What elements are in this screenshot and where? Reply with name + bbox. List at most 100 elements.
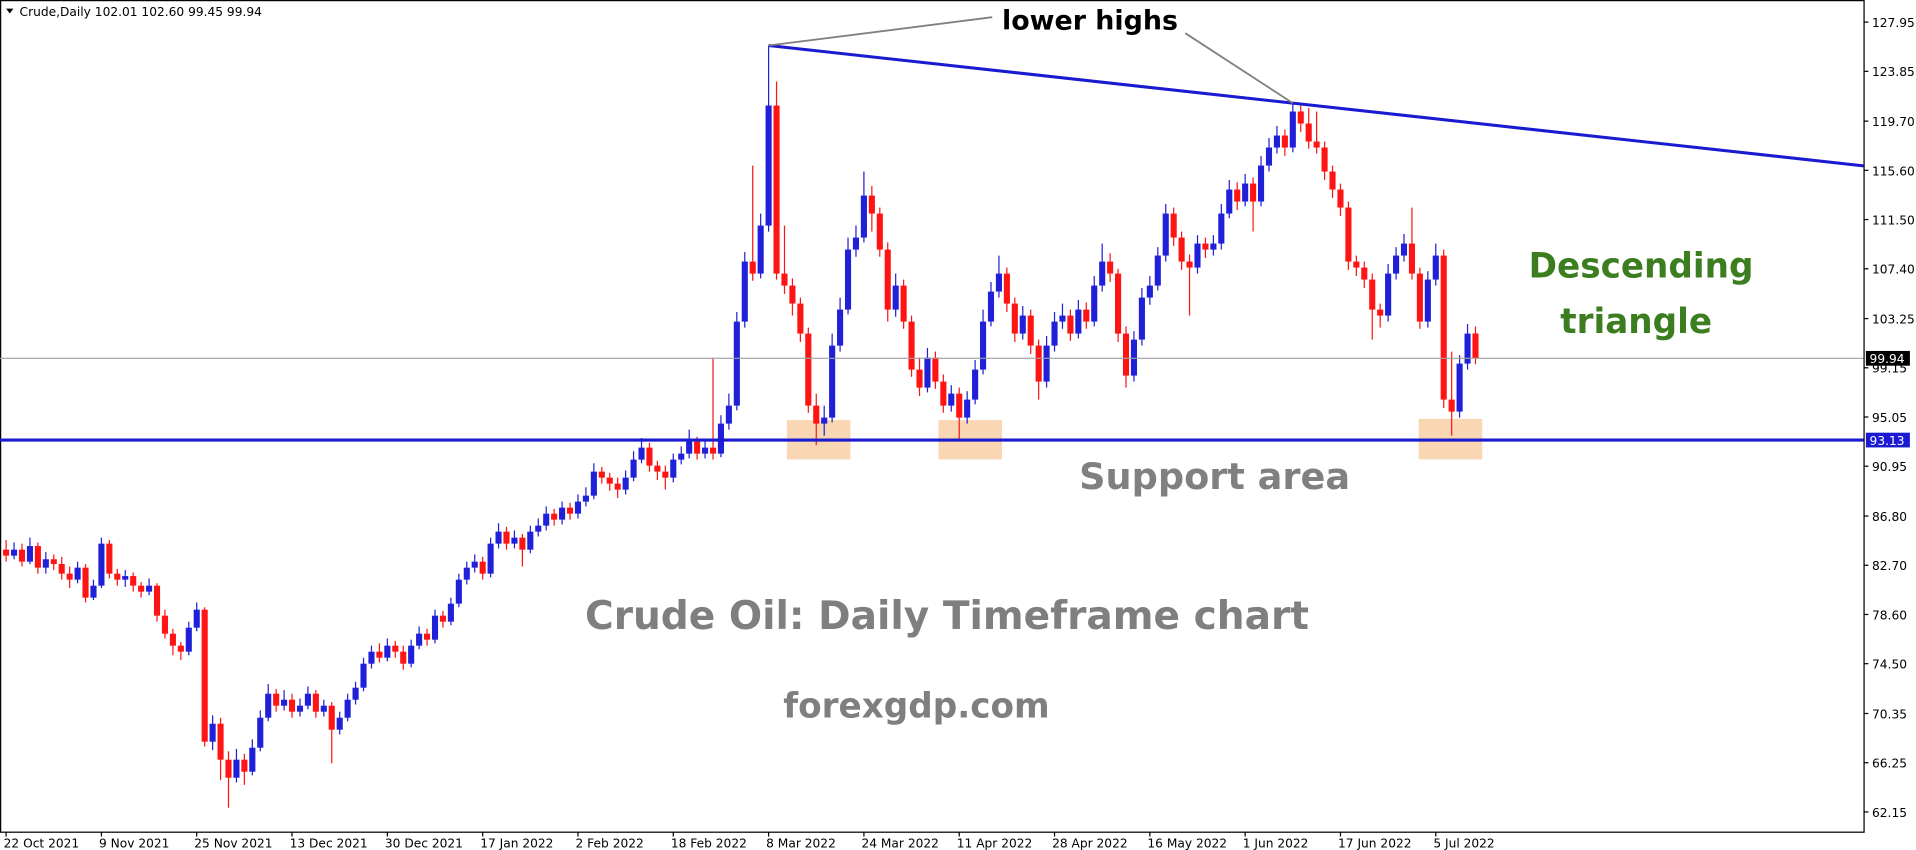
candle-body [559,507,566,520]
candle-body [495,531,502,544]
x-tick-label: 24 Mar 2022 [861,837,938,850]
candle-body [471,561,478,568]
y-tick-label: 82.70 [1872,559,1907,573]
candle-body [519,537,526,550]
candle-body [1122,333,1130,376]
candle-body [1107,261,1114,274]
candle-body [1226,189,1233,214]
info-line: Crude,Daily 102.01 102.60 99.45 99.94 [20,5,263,19]
candle-body [995,273,1002,292]
last-price-box [1865,350,1910,366]
candle-body [876,213,883,250]
candle-body [709,447,717,454]
x-tick-label: 5 Jul 2022 [1433,837,1494,850]
x-tick-label: 22 Oct 2021 [4,837,80,850]
candle-body [58,564,65,574]
candle-body [185,627,192,652]
candle-body [138,585,145,592]
annotation-pattern: Descending [1529,247,1754,287]
candle-body [225,759,232,778]
candle-body [972,369,979,400]
candle-body [130,576,137,586]
candle-body [622,477,629,490]
candle-body [1257,165,1265,202]
candle-body [177,645,184,652]
y-tick-label: 95.05 [1872,411,1907,425]
candle-body [1138,297,1145,340]
y-tick-label: 103.25 [1872,312,1915,326]
candle-body [1369,279,1376,310]
candle-body [551,513,558,520]
y-tick-label: 119.70 [1872,115,1915,129]
candle-body [574,501,582,514]
candle-body [1162,213,1169,256]
candle-body [598,471,605,478]
candle-body [1210,243,1217,250]
x-tick-label: 11 Apr 2022 [957,837,1033,850]
candle-body [1011,303,1018,334]
candle-body [257,717,264,748]
candle-body [805,333,812,406]
candle-body [328,705,335,730]
candle-body [42,559,49,568]
candle-body [1186,261,1193,268]
candle-body [384,645,391,658]
candle-body [487,543,494,574]
candle-body [431,615,439,640]
candle-body [725,405,732,424]
candle-body [686,441,693,454]
candle-body [781,273,788,286]
annotation-connector [768,16,993,47]
candle-body [233,759,240,778]
candle-body [789,285,796,304]
candle-body [1313,141,1320,148]
candle-body [932,357,939,382]
candle-body [702,447,709,454]
candle-body [1456,363,1463,412]
annotation-pattern: triangle [1560,302,1712,342]
y-tick-label: 70.35 [1872,707,1907,721]
candle-body [892,285,899,310]
candle-body [344,699,351,718]
candle-body [1059,315,1066,322]
candle-body [670,459,677,478]
candle-body [908,321,915,370]
candle-body [582,495,589,502]
candle-body [1289,111,1296,148]
menu-arrow [6,8,14,14]
candle-body [1464,333,1471,364]
candle-body [638,447,645,460]
candle-body [1194,243,1201,268]
candle-body [741,261,748,322]
candle-body [1440,255,1447,400]
candle-body [209,723,216,742]
candle-body [1329,171,1336,190]
candle-body [1115,273,1122,334]
candle-body [82,567,89,598]
candle-body [352,687,359,700]
candle-body [979,321,987,370]
candle-body [217,723,224,760]
candle-body [18,549,26,562]
candle-body [312,693,319,712]
candle-body [1424,279,1431,322]
candle-body [1250,183,1257,202]
candle-body [662,471,669,478]
candle-body [241,759,248,772]
candle-body [860,195,867,238]
candle-body [940,381,947,406]
candle-body [320,705,327,712]
candle-body [1432,255,1439,280]
candle-body [813,405,820,424]
candle-body [749,261,756,274]
candle-body [26,546,33,562]
candle-body [590,471,597,496]
candle-body [201,609,208,742]
candle-body [1353,261,1360,268]
candle-body [479,561,486,574]
candle-body [844,249,852,310]
candle-body [678,453,685,460]
candle-body [1178,237,1185,262]
candle-body [606,477,613,484]
